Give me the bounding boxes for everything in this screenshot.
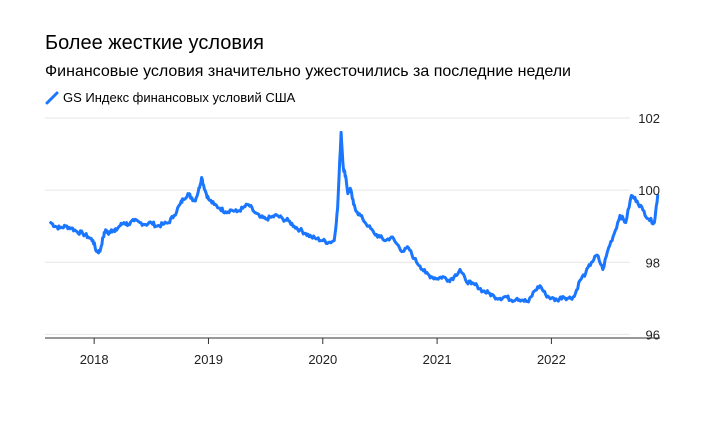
y-tick-label: 96: [646, 327, 660, 342]
y-axis: 96 98 100 102: [638, 111, 660, 342]
legend: GS Индекс финансовых условий США: [45, 90, 295, 106]
y-tick-label: 102: [638, 111, 660, 126]
x-tick-label: 2022: [537, 352, 566, 367]
series-line-gs-index: [49, 130, 660, 304]
chart-subtitle: Финансовые условия значительно ужесточил…: [45, 63, 571, 80]
chart-title: Более жесткие условия: [45, 32, 264, 54]
grid: [45, 117, 630, 335]
x-axis: 2018 2019 2020 2021 2022: [45, 337, 660, 367]
series-layer: [49, 130, 660, 304]
x-tick-label: 2021: [423, 352, 452, 367]
x-tick-label: 2020: [308, 352, 337, 367]
x-tick-label: 2018: [80, 352, 109, 367]
x-tick-label: 2019: [194, 352, 223, 367]
legend-entry-label: GS Индекс финансовых условий США: [63, 90, 296, 105]
legend-line-icon: [45, 91, 59, 105]
y-tick-label: 100: [638, 183, 660, 198]
y-tick-label: 98: [646, 255, 660, 270]
